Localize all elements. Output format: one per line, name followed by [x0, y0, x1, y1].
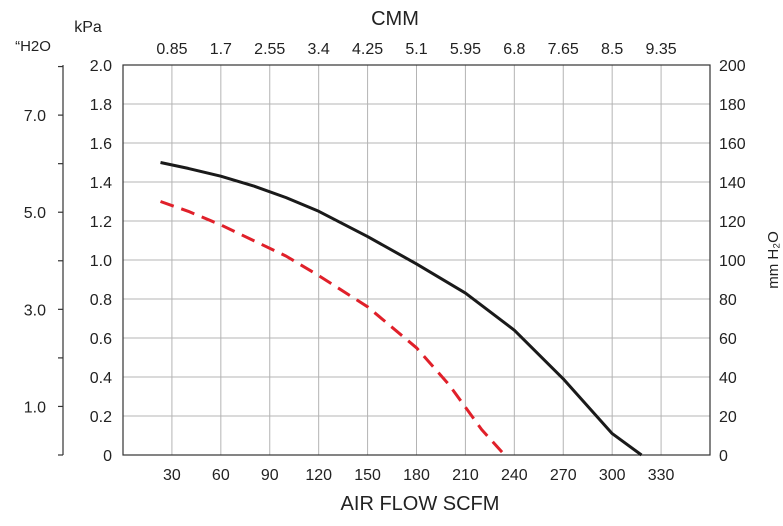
y-tick-label-kpa: 0.4 — [90, 370, 112, 387]
x-tick-label: 240 — [501, 467, 528, 484]
y-axis-label-mm-water: mm H₂O — [765, 231, 782, 288]
y-tick-label-kpa: 0.6 — [90, 331, 112, 348]
x-top-tick-label: 7.65 — [548, 41, 579, 58]
plot-frame — [122, 64, 711, 456]
x-tick-label: 90 — [261, 467, 279, 484]
y-axis-label-inches-water: “H2O — [15, 38, 51, 55]
y-tick-label-kpa: 1.2 — [90, 214, 112, 231]
y-tick-label-inches-water: 5.0 — [24, 205, 46, 222]
y-tick-label-mm-water: 0 — [719, 448, 728, 465]
y-tick-label-kpa: 0 — [103, 448, 112, 465]
x-tick-label: 120 — [305, 467, 332, 484]
x-top-tick-label: 9.35 — [646, 41, 677, 58]
x-tick-label: 300 — [599, 467, 626, 484]
y-tick-label-inches-water: 1.0 — [24, 399, 46, 416]
y-tick-label-mm-water: 80 — [719, 292, 737, 309]
y-tick-label-kpa: 0.8 — [90, 292, 112, 309]
y-tick-label-mm-water: 100 — [719, 253, 746, 270]
y-tick-label-kpa: 1.4 — [90, 175, 112, 192]
series-line-dashed — [159, 200, 506, 457]
x-top-tick-label: 2.55 — [254, 41, 285, 58]
y-tick-label-kpa: 2.0 — [90, 58, 112, 75]
y-tick-label-mm-water: 120 — [719, 214, 746, 231]
x-top-tick-label: 4.25 — [352, 41, 383, 58]
y-tick-label-kpa: 1.0 — [90, 253, 112, 270]
x-tick-label: 60 — [212, 467, 230, 484]
y-tick-label-mm-water: 20 — [719, 409, 737, 426]
y-axis-label-kpa: kPa — [74, 19, 102, 36]
x-tick-label: 210 — [452, 467, 479, 484]
x-top-tick-label: 8.5 — [601, 41, 623, 58]
y-tick-label-mm-water: 180 — [719, 97, 746, 114]
x-tick-label: 180 — [403, 467, 430, 484]
chart-title: CMM — [371, 8, 419, 30]
y-tick-label-inches-water: 3.0 — [24, 302, 46, 319]
x-tick-label: 150 — [354, 467, 381, 484]
series-line-solid — [160, 161, 643, 457]
x-top-tick-label: 5.1 — [405, 41, 427, 58]
x-axis-label: AIR FLOW SCFM — [341, 493, 500, 515]
y-tick-label-mm-water: 140 — [719, 175, 746, 192]
x-top-tick-label: 3.4 — [308, 41, 330, 58]
x-top-tick-label: 5.95 — [450, 41, 481, 58]
x-tick-label: 30 — [163, 467, 181, 484]
x-top-tick-label: 0.85 — [156, 41, 187, 58]
x-top-tick-label: 6.8 — [503, 41, 525, 58]
y-tick-label-mm-water: 40 — [719, 370, 737, 387]
y-tick-label-mm-water: 60 — [719, 331, 737, 348]
y-tick-label-kpa: 1.8 — [90, 97, 112, 114]
y-tick-label-kpa: 0.2 — [90, 409, 112, 426]
x-top-tick-label: 1.7 — [210, 41, 232, 58]
y-tick-label-mm-water: 160 — [719, 136, 746, 153]
y-tick-label-mm-water: 200 — [719, 58, 746, 75]
x-tick-label: 330 — [648, 467, 675, 484]
y-tick-label-kpa: 1.6 — [90, 136, 112, 153]
x-tick-label: 270 — [550, 467, 577, 484]
y-tick-label-inches-water: 7.0 — [24, 108, 46, 125]
